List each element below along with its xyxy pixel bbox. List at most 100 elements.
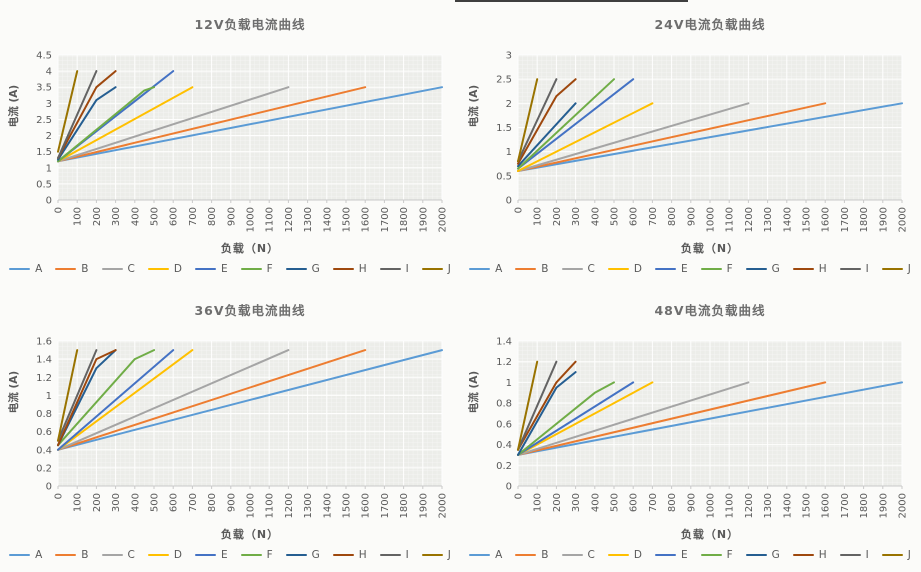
legend-label-B: B bbox=[541, 548, 549, 561]
series-line-I bbox=[57, 70, 98, 160]
legend-swatch-H bbox=[332, 553, 354, 557]
y-tick-label: 1.2 bbox=[36, 373, 52, 384]
legend-label-A: A bbox=[35, 262, 43, 275]
legend-label-H: H bbox=[358, 548, 367, 561]
legend-label-I: I bbox=[865, 548, 869, 561]
series-line-G bbox=[57, 349, 117, 447]
y-tick-label: 4.5 bbox=[36, 51, 52, 62]
legend-label-C: C bbox=[127, 548, 135, 561]
legend-swatch-H bbox=[792, 553, 814, 557]
legend-item-C: C bbox=[101, 548, 135, 561]
legend-swatch-A bbox=[469, 553, 491, 557]
x-tick-label: 1500 bbox=[342, 207, 353, 232]
y-tick-label: 1 bbox=[46, 391, 52, 402]
series-line-J bbox=[517, 78, 539, 163]
legend-swatch-B bbox=[515, 267, 537, 271]
legend-label-D: D bbox=[173, 548, 182, 561]
x-tick-label: 2000 bbox=[898, 207, 909, 232]
x-tick-label: 1800 bbox=[399, 207, 410, 232]
legend-swatch-H bbox=[792, 267, 814, 271]
series-line-G bbox=[517, 371, 577, 456]
legend-item-J: J bbox=[881, 548, 911, 561]
legend-swatch-I bbox=[839, 553, 861, 557]
x-tick-label: 1900 bbox=[878, 207, 889, 232]
legend-48v: A B C D E F G H I J bbox=[460, 547, 920, 563]
x-axis-title: 负载（N） bbox=[220, 242, 280, 255]
x-tick-label: 900 bbox=[226, 207, 237, 226]
plot-area-24v: 0 0.5 1 1.5 2 2.5 3 0 100 200 300 400 500 600 700 800 90… bbox=[496, 51, 909, 233]
series-line-F bbox=[517, 78, 615, 170]
x-tick-label: 600 bbox=[629, 493, 640, 512]
chart-panel-36v: 36V负载电流曲线 电流 (A) 0 0.2 0.4 0.6 0.8 1 1.2 1.4 1.6… bbox=[0, 286, 460, 572]
legend-swatch-B bbox=[55, 267, 77, 271]
legend-item-I: I bbox=[379, 550, 409, 561]
series-line-A bbox=[57, 86, 443, 163]
y-tick-label: 0.2 bbox=[36, 463, 52, 474]
plot-area-48v: 0 0.2 0.4 0.6 0.8 1 1.2 1.4 0 100 200 300 400 500 600 7… bbox=[496, 337, 908, 519]
legend-label-H: H bbox=[818, 548, 827, 561]
x-tick-label: 800 bbox=[667, 493, 678, 512]
series-line-E bbox=[517, 381, 635, 456]
legend-swatch-D bbox=[607, 553, 629, 557]
series-line-H bbox=[57, 70, 117, 160]
legend-swatch-C bbox=[561, 553, 583, 557]
y-tick-label: 0 bbox=[506, 196, 512, 207]
legend-swatch-J bbox=[881, 553, 903, 557]
legend-swatch-G bbox=[285, 553, 307, 557]
y-tick-label: 0.6 bbox=[496, 419, 512, 430]
chart-title-24v: 24V电流负载曲线 bbox=[654, 17, 766, 32]
legend-swatch-I bbox=[379, 553, 401, 557]
series-line-I bbox=[57, 349, 98, 442]
legend-item-E: E bbox=[654, 548, 688, 561]
legend-label-B: B bbox=[81, 262, 89, 275]
x-tick-label: 200 bbox=[552, 207, 563, 226]
legend-item-F: F bbox=[240, 262, 273, 275]
legend-label-J: J bbox=[907, 548, 911, 561]
x-tick-label: 1700 bbox=[380, 493, 391, 518]
legend-swatch-C bbox=[561, 267, 583, 271]
legend-label-J: J bbox=[447, 262, 451, 275]
legend-item-C: C bbox=[561, 264, 595, 275]
legend-swatch-D bbox=[147, 553, 169, 557]
x-tick-label: 1900 bbox=[878, 493, 889, 518]
x-tick-label: 300 bbox=[111, 493, 122, 512]
series-line-G bbox=[57, 86, 117, 161]
series-line-D bbox=[57, 86, 194, 163]
chart-title-48v: 48V电流负载曲线 bbox=[654, 303, 766, 318]
legend-item-A: A bbox=[9, 264, 42, 275]
plot-area-12v: 0 0.5 1 1.5 2 2.5 3 3.5 4 4.5 0 100 200 300 400 500 600 7… bbox=[36, 51, 448, 233]
x-tick-label: 1700 bbox=[840, 493, 851, 518]
legend-swatch-E bbox=[654, 553, 676, 557]
y-tick-label: 1.5 bbox=[496, 123, 512, 134]
x-axis-title: 负载（N） bbox=[220, 528, 280, 541]
y-tick-label: 2.5 bbox=[36, 115, 52, 126]
y-tick-label: 0 bbox=[46, 482, 52, 493]
legend-label-J: J bbox=[447, 548, 451, 561]
x-tick-label: 500 bbox=[150, 493, 161, 512]
x-tick-label: 1400 bbox=[782, 493, 793, 518]
legend-label-G: G bbox=[311, 548, 320, 561]
legend-label-E: E bbox=[680, 548, 688, 561]
legend-label-F: F bbox=[266, 262, 273, 275]
y-tick-label: 0.8 bbox=[496, 399, 512, 410]
legend-item-D: D bbox=[607, 550, 642, 561]
y-tick-label: 2 bbox=[46, 131, 52, 142]
legend-item-D: D bbox=[147, 264, 182, 275]
legend-item-J: J bbox=[421, 262, 451, 275]
x-tick-label: 400 bbox=[130, 207, 141, 226]
y-tick-label: 0.2 bbox=[496, 461, 512, 472]
y-tick-label: 1.6 bbox=[36, 337, 52, 348]
legend-label-E: E bbox=[220, 262, 228, 275]
series-line-C bbox=[517, 102, 750, 172]
x-tick-label: 1300 bbox=[303, 493, 314, 518]
legend-label-A: A bbox=[495, 262, 503, 275]
x-tick-label: 1600 bbox=[361, 207, 372, 232]
legend-item-J: J bbox=[421, 548, 451, 561]
legend-swatch-F bbox=[240, 553, 262, 557]
series-line-A bbox=[57, 349, 443, 451]
x-tick-label: 1100 bbox=[725, 493, 736, 518]
legend-item-A: A bbox=[469, 264, 502, 275]
y-tick-label: 0.4 bbox=[36, 445, 52, 456]
y-tick-label: 0.5 bbox=[36, 179, 52, 190]
legend-label-G: G bbox=[771, 548, 780, 561]
